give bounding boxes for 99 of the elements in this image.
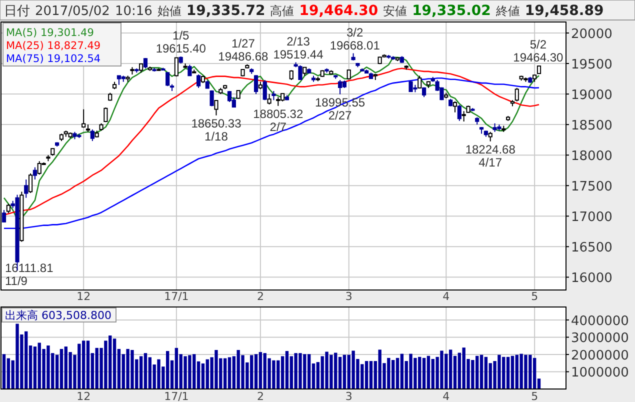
y-tick-label: 4000000 [571, 314, 629, 329]
annotation: 5/2 19464.30 [513, 38, 564, 65]
bar [532, 358, 536, 389]
bar [480, 354, 484, 389]
annotation: 2/13 19519.44 [273, 34, 324, 62]
annotation: 18224.68 4/17 [465, 142, 516, 170]
y-tick-label: 17500 [571, 180, 612, 195]
candlestick [166, 72, 170, 87]
y-tick-label: 1000000 [571, 366, 629, 381]
candlestick [457, 104, 462, 122]
candlestick [116, 75, 122, 86]
candlestick [143, 58, 148, 69]
bar [82, 340, 86, 389]
chart-title: 出来高 603,508.800 [5, 309, 112, 322]
bar [307, 354, 311, 389]
candlestick [514, 87, 519, 102]
x-tick-label: 2 [256, 390, 264, 402]
bar [338, 356, 342, 389]
candlestick [174, 56, 178, 77]
x-tick-label: 3 [345, 290, 352, 303]
candlestick [90, 128, 94, 142]
y-tick-label: 17000 [571, 210, 612, 226]
bar [422, 358, 426, 389]
x-tick-label: 3 [345, 390, 352, 402]
bar [426, 356, 430, 389]
bar [448, 350, 452, 389]
bar [139, 356, 143, 389]
bar [144, 353, 148, 389]
chart-title: 日付 2017/05/02 10:16 始値 19,335.72 高値 19,464.30 安値 19,335.02 終値 19,458.89 [4, 3, 604, 19]
annotation: 18805.32 2/7 [253, 106, 304, 134]
candlestick [289, 70, 294, 80]
candlestick [32, 166, 37, 180]
x-tick-label: 12 [76, 390, 91, 402]
annotation: 1/27 19486.68 [218, 36, 269, 64]
candlestick [139, 63, 144, 74]
y-tick-label: 16000 [571, 271, 612, 286]
candlestick [24, 179, 28, 198]
candlestick [262, 79, 267, 101]
candlestick [104, 106, 108, 123]
bar [506, 356, 510, 389]
y-tick-label: 20000 [571, 26, 612, 42]
candlestick [346, 69, 351, 80]
candlestick [272, 90, 276, 101]
candlestick [488, 131, 492, 142]
bar [6, 358, 10, 389]
bar [258, 352, 262, 389]
candlestick [214, 100, 218, 116]
y-tick-label: 3000000 [571, 331, 629, 346]
candlestick [298, 64, 302, 80]
x-tick-label: 4 [442, 290, 450, 303]
bar [510, 356, 514, 389]
y-tick-label: 2000000 [571, 348, 629, 364]
bar [369, 361, 373, 389]
x-tick-label: 4 [442, 390, 450, 402]
annotation: 18650.33 1/18 [191, 116, 242, 144]
bar [364, 361, 368, 389]
y-tick-label: 18000 [571, 149, 612, 164]
annotation: 3/2 19668.01 [330, 25, 380, 52]
annotation: 16111.81 11/9 [5, 261, 54, 288]
candlestick [254, 74, 258, 95]
candlestick [28, 172, 33, 194]
bar [400, 354, 404, 389]
candlestick [418, 75, 422, 90]
bar [228, 357, 232, 389]
x-tick-label: 5 [531, 390, 538, 402]
y-tick-label: 18500 [571, 118, 612, 134]
candlestick [408, 80, 413, 92]
bar [484, 356, 488, 389]
candlestick [188, 64, 192, 76]
bar [33, 346, 37, 389]
candlestick [196, 74, 201, 88]
y-tick-label: 19000 [571, 88, 612, 104]
candlestick [267, 94, 272, 105]
bar [174, 348, 178, 389]
bar [396, 358, 400, 389]
bar [342, 354, 346, 389]
bar [2, 354, 6, 389]
bar [285, 351, 289, 389]
candlestick [6, 203, 10, 214]
candlestick [338, 79, 342, 95]
bar [112, 338, 116, 389]
bar [223, 358, 227, 389]
panel-title: 出来高 603,508.800 [2, 308, 116, 322]
y-tick-label: 16500 [571, 240, 612, 256]
bar [201, 363, 205, 389]
y-tick-label: 19500 [571, 58, 612, 73]
bar [254, 354, 258, 389]
legend: MA(5) 19,301.49 MA(25) 18,827.49 MA(75) 19,102.54 [2, 22, 122, 66]
x-tick-label: 12 [76, 290, 91, 303]
candlestick [2, 210, 6, 223]
x-tick-label: 5 [531, 290, 538, 303]
bar [86, 340, 90, 389]
bar [60, 348, 64, 389]
candlestick [82, 108, 86, 128]
candlestick [452, 100, 458, 113]
annotation: 1/5 19615.40 [156, 28, 206, 56]
x-tick-label: 2 [256, 290, 264, 303]
x-tick-label: 17/1 [164, 390, 189, 402]
x-tick-label: 17/1 [164, 290, 189, 303]
